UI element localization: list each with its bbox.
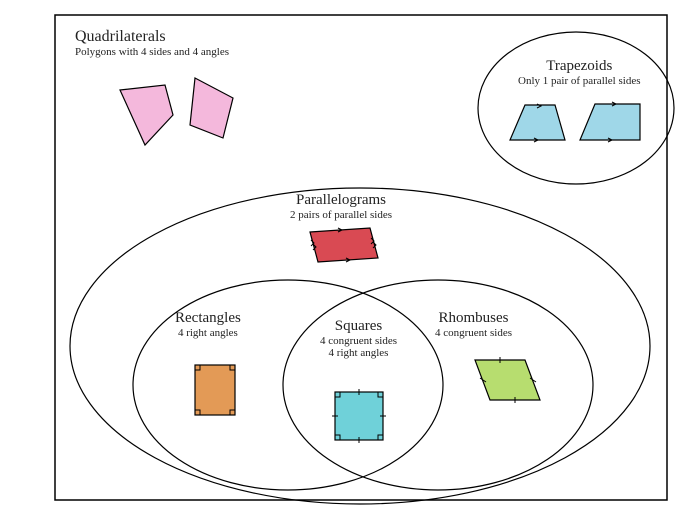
- rectangles-subtitle: 4 right angles: [175, 327, 241, 339]
- trapezoids-ellipse: [478, 32, 674, 184]
- trapezoid-2: [580, 102, 640, 142]
- trapezoid-1: [510, 103, 565, 142]
- square-shape: [332, 389, 386, 443]
- kite-1: [120, 85, 173, 145]
- parallelogram-shape: [310, 228, 378, 262]
- trapezoids-title: Trapezoids: [518, 58, 641, 75]
- parallelograms-subtitle: 2 pairs of parallel sides: [290, 209, 392, 221]
- rhombuses-subtitle: 4 congruent sides: [435, 327, 512, 339]
- rhombuses-title: Rhombuses: [435, 310, 512, 327]
- squares-subtitle1: 4 congruent sides: [320, 335, 397, 347]
- rectangle-shape: [195, 365, 235, 415]
- trapezoids-subtitle: Only 1 pair of parallel sides: [518, 75, 641, 87]
- quadrilaterals-title: Quadrilaterals: [75, 28, 229, 46]
- outer-frame: [55, 15, 667, 500]
- quadrilaterals-subtitle: Polygons with 4 sides and 4 angles: [75, 46, 229, 58]
- squares-subtitle2: 4 right angles: [320, 347, 397, 359]
- parallelograms-title: Parallelograms: [290, 192, 392, 209]
- kite-2: [190, 78, 233, 138]
- rhombus-shape: [475, 357, 540, 403]
- rectangles-title: Rectangles: [175, 310, 241, 327]
- squares-title: Squares: [320, 318, 397, 335]
